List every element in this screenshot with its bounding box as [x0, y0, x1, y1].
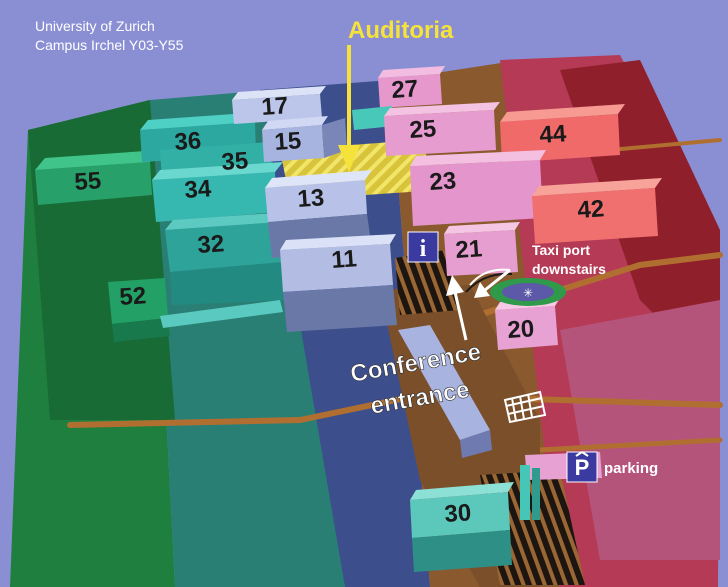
parking-label: parking: [604, 460, 658, 477]
building-55: [35, 150, 160, 205]
map-title-line1: University of Zurich: [35, 18, 155, 34]
building-label-52: 52: [119, 282, 148, 311]
taxi-port-label-line1: Taxi port: [532, 242, 590, 258]
taxi-port-label-line2: downstairs: [532, 261, 606, 277]
building-32: [165, 212, 288, 305]
taxi-arrow: [474, 268, 511, 298]
building-label-13: 13: [297, 184, 326, 213]
building-42: [532, 178, 662, 244]
building-label-25: 25: [409, 115, 438, 144]
taxi-roundabout: ✳: [465, 268, 566, 306]
walkway-side: [460, 430, 492, 458]
map-title-line2: Campus Irchel Y03-Y55: [35, 37, 184, 53]
conference-arrow: [446, 275, 468, 341]
building-21: [444, 222, 520, 276]
building-label-35: 35: [221, 147, 250, 176]
building-23: [410, 150, 546, 226]
building-11: [280, 234, 397, 332]
building-label-23: 23: [429, 167, 458, 196]
building-label-44: 44: [539, 120, 568, 149]
parking-sign: P: [566, 451, 598, 483]
building-label-32: 32: [197, 230, 226, 259]
building-30: [410, 482, 514, 572]
parking-icon: P: [575, 455, 590, 480]
auditoria-label: Auditoria: [348, 17, 454, 44]
building-label-15: 15: [274, 127, 303, 156]
building-52: [108, 278, 283, 342]
building-17: [232, 86, 326, 124]
stair-area-top: [395, 250, 460, 315]
building-numbers: 17 36 15 35 55 34 13 32 11 52 27 25 44 2…: [74, 75, 606, 528]
building-label-36: 36: [174, 127, 203, 156]
building-label-17: 17: [261, 92, 290, 121]
small-block: [352, 106, 394, 130]
building-34: [152, 162, 283, 222]
auditoria-arrow: [338, 45, 360, 172]
building-label-34: 34: [184, 175, 213, 204]
building-27: [378, 66, 445, 108]
building-label-11: 11: [331, 245, 358, 274]
building-label-21: 21: [455, 235, 484, 264]
building-label-30: 30: [444, 499, 473, 528]
walkway: [398, 325, 490, 440]
glass-pavilion-icon: [503, 390, 547, 424]
building-label-27: 27: [391, 75, 420, 104]
svg-text:✳: ✳: [523, 286, 533, 300]
info-icon: i: [420, 236, 427, 262]
building-25: [384, 102, 500, 156]
building-label-20: 20: [507, 315, 536, 344]
building-label-42: 42: [577, 195, 606, 224]
building-label-55: 55: [74, 167, 103, 196]
info-sign: i: [407, 231, 439, 263]
